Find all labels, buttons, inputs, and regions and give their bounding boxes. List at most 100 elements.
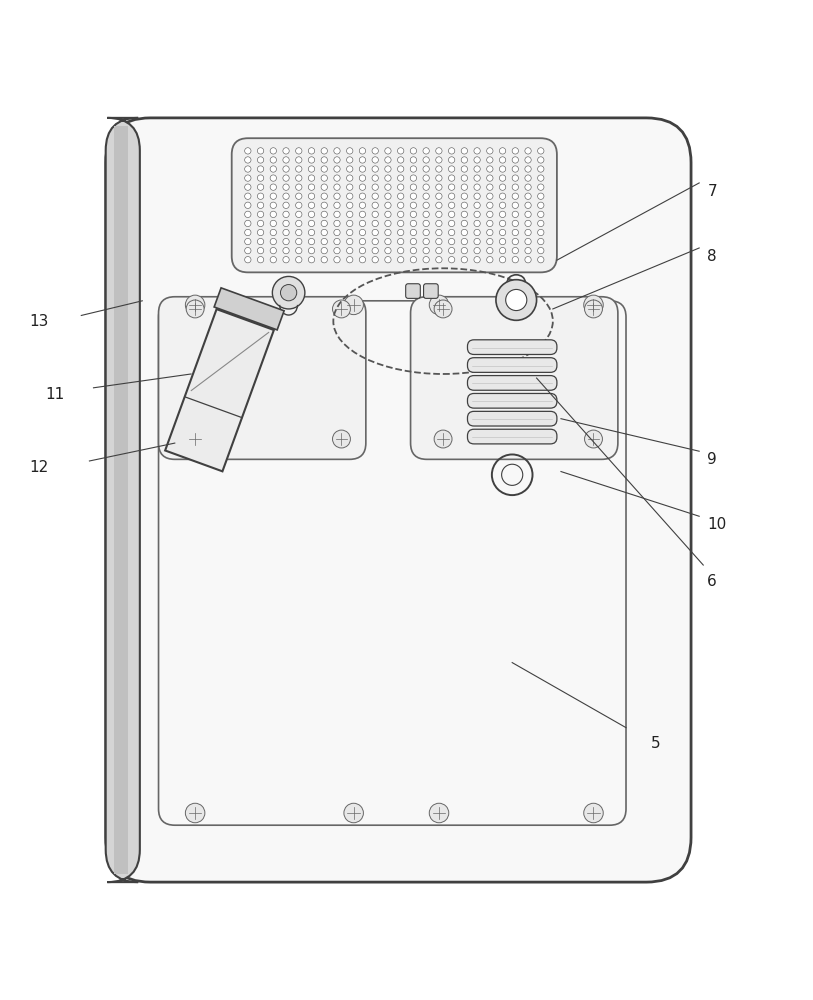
Circle shape xyxy=(334,148,340,154)
Circle shape xyxy=(372,229,378,236)
Circle shape xyxy=(334,238,340,245)
Circle shape xyxy=(537,166,544,172)
Circle shape xyxy=(461,257,467,263)
Circle shape xyxy=(346,148,353,154)
Circle shape xyxy=(411,193,416,199)
Circle shape xyxy=(296,184,302,190)
Circle shape xyxy=(487,148,493,154)
Circle shape xyxy=(487,229,493,236)
Circle shape xyxy=(525,157,531,163)
Circle shape xyxy=(449,175,454,181)
Circle shape xyxy=(270,247,276,254)
Circle shape xyxy=(537,148,544,154)
Circle shape xyxy=(436,184,442,190)
Circle shape xyxy=(411,148,416,154)
Circle shape xyxy=(283,193,289,199)
Circle shape xyxy=(461,247,467,254)
Circle shape xyxy=(525,148,531,154)
Circle shape xyxy=(270,157,276,163)
Circle shape xyxy=(334,229,340,236)
Circle shape xyxy=(372,157,378,163)
Circle shape xyxy=(461,220,467,227)
Circle shape xyxy=(245,220,251,227)
Circle shape xyxy=(321,229,328,236)
Circle shape xyxy=(272,276,305,309)
Circle shape xyxy=(258,247,263,254)
Text: 7: 7 xyxy=(707,184,717,199)
Circle shape xyxy=(296,229,302,236)
Circle shape xyxy=(258,202,263,208)
Circle shape xyxy=(372,175,378,181)
Circle shape xyxy=(258,157,263,163)
Circle shape xyxy=(537,257,544,263)
Circle shape xyxy=(449,184,454,190)
Circle shape xyxy=(334,175,340,181)
Circle shape xyxy=(308,211,315,218)
Circle shape xyxy=(372,148,378,154)
Circle shape xyxy=(449,202,454,208)
Circle shape xyxy=(372,193,378,199)
Circle shape xyxy=(499,238,506,245)
Circle shape xyxy=(359,247,366,254)
Circle shape xyxy=(525,238,531,245)
Circle shape xyxy=(512,166,519,172)
Circle shape xyxy=(398,157,404,163)
Circle shape xyxy=(283,229,289,236)
Circle shape xyxy=(283,202,289,208)
Circle shape xyxy=(525,257,531,263)
Circle shape xyxy=(346,193,353,199)
FancyBboxPatch shape xyxy=(467,393,557,408)
Circle shape xyxy=(436,220,442,227)
Circle shape xyxy=(245,166,251,172)
Circle shape xyxy=(487,175,493,181)
Circle shape xyxy=(525,193,531,199)
Circle shape xyxy=(308,157,315,163)
Circle shape xyxy=(525,175,531,181)
Circle shape xyxy=(283,220,289,227)
Circle shape xyxy=(423,211,429,218)
Circle shape xyxy=(411,247,416,254)
Circle shape xyxy=(496,280,537,320)
Circle shape xyxy=(296,202,302,208)
Circle shape xyxy=(258,148,263,154)
Circle shape xyxy=(308,175,315,181)
FancyBboxPatch shape xyxy=(424,284,438,298)
Circle shape xyxy=(436,148,442,154)
Circle shape xyxy=(411,202,416,208)
Circle shape xyxy=(487,202,493,208)
Circle shape xyxy=(474,247,480,254)
Circle shape xyxy=(499,202,506,208)
Circle shape xyxy=(585,300,602,318)
Circle shape xyxy=(321,211,328,218)
Circle shape xyxy=(499,166,506,172)
Circle shape xyxy=(487,184,493,190)
Circle shape xyxy=(436,202,442,208)
Circle shape xyxy=(334,247,340,254)
Circle shape xyxy=(333,300,350,318)
Circle shape xyxy=(270,229,276,236)
Circle shape xyxy=(372,238,378,245)
Polygon shape xyxy=(214,288,284,330)
Circle shape xyxy=(385,220,391,227)
Circle shape xyxy=(346,166,353,172)
Circle shape xyxy=(385,184,391,190)
Circle shape xyxy=(436,247,442,254)
Circle shape xyxy=(449,229,454,236)
Circle shape xyxy=(411,157,416,163)
Circle shape xyxy=(461,202,467,208)
Circle shape xyxy=(537,202,544,208)
Circle shape xyxy=(296,220,302,227)
Text: 13: 13 xyxy=(29,314,49,329)
Circle shape xyxy=(423,166,429,172)
Circle shape xyxy=(436,193,442,199)
FancyBboxPatch shape xyxy=(467,358,557,372)
Circle shape xyxy=(258,211,263,218)
Circle shape xyxy=(429,803,449,823)
Text: 9: 9 xyxy=(707,452,717,467)
Circle shape xyxy=(359,193,366,199)
Circle shape xyxy=(525,247,531,254)
Circle shape xyxy=(525,202,531,208)
Circle shape xyxy=(258,220,263,227)
Circle shape xyxy=(372,220,378,227)
Circle shape xyxy=(258,229,263,236)
